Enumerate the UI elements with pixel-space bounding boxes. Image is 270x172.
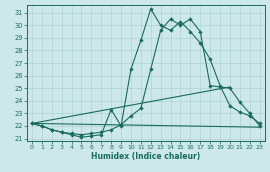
X-axis label: Humidex (Indice chaleur): Humidex (Indice chaleur) xyxy=(91,152,200,161)
